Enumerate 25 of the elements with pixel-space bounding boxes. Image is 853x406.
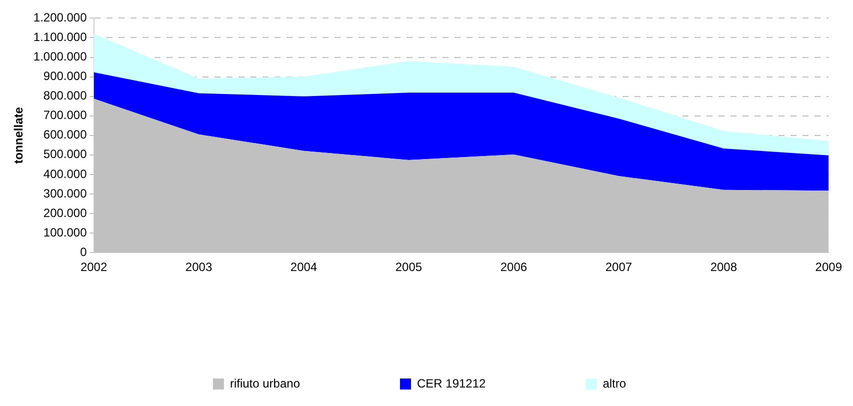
y-tick-label: 400.000	[43, 166, 88, 181]
legend-label: CER 191212	[416, 376, 486, 390]
y-tick-label: 200.000	[43, 206, 88, 220]
y-tick-label: 600.000	[43, 128, 88, 142]
x-tick-label: 2003	[185, 260, 212, 274]
y-axis-title: tonnellate	[12, 106, 26, 164]
x-tick-label: 2004	[290, 260, 318, 274]
x-tick-label: 2007	[605, 260, 632, 274]
y-tick-label: 1.000.000	[33, 50, 88, 64]
y-tick-label: 1.200.000	[33, 10, 88, 25]
y-tick-label: 0	[80, 244, 88, 259]
legend-label: altro	[602, 376, 626, 390]
legend-label: rifiuto urbano	[230, 376, 300, 390]
x-tick-label: 2005	[395, 260, 422, 274]
x-tick-label: 2008	[710, 260, 738, 274]
x-tick-label: 2002	[80, 260, 108, 274]
x-tick-label: 2006	[500, 260, 528, 274]
y-tick-label: 700.000	[43, 108, 88, 122]
y-tick-label: 300.000	[43, 186, 88, 200]
y-tick-label: 500.000	[43, 147, 88, 162]
y-tick-label: 900.000	[43, 69, 88, 84]
y-tick-label: 100.000	[43, 225, 88, 240]
y-tick-label: 800.000	[43, 88, 88, 103]
y-tick-label: 1.100.000	[33, 30, 88, 44]
x-tick-label: 2009	[815, 260, 842, 274]
